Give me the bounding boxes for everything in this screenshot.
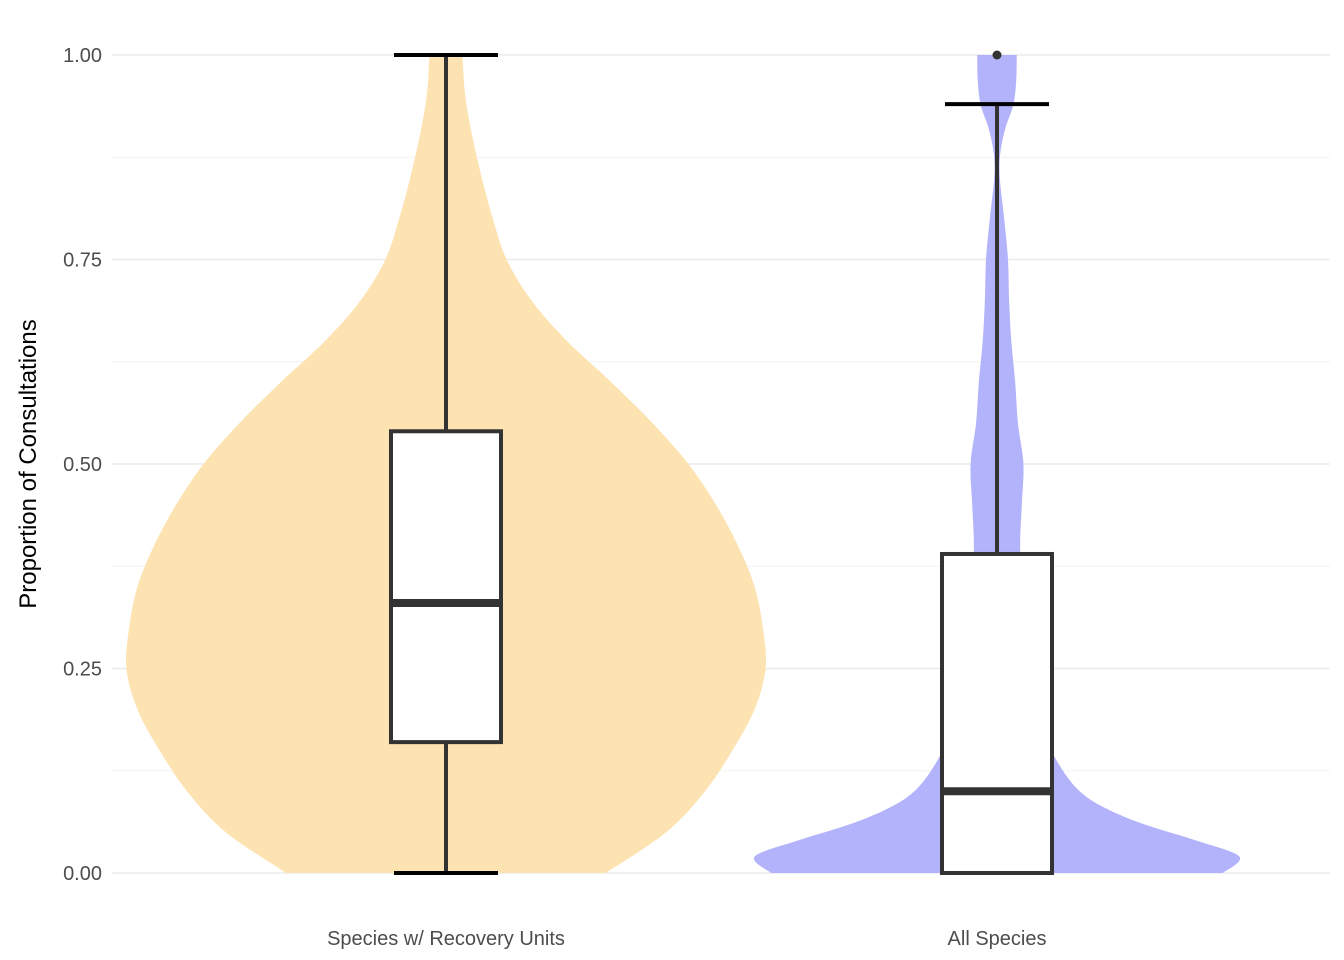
y-tick-label: 1.00 bbox=[63, 45, 102, 67]
outlier-point bbox=[992, 50, 1002, 60]
x-tick-label: Species w/ Recovery Units bbox=[327, 928, 565, 950]
y-tick-label: 0.75 bbox=[63, 250, 102, 272]
y-axis-title: Proportion of Consultations bbox=[15, 319, 42, 609]
x-tick-label: All Species bbox=[948, 928, 1047, 950]
box bbox=[940, 551, 1054, 875]
y-tick-label: 0.00 bbox=[63, 863, 102, 885]
boxplots bbox=[389, 50, 1054, 875]
x-axis: Species w/ Recovery Units All Species bbox=[327, 928, 1046, 950]
y-axis: 0.00 0.25 0.50 0.75 1.00 bbox=[63, 45, 102, 885]
y-tick-label: 0.25 bbox=[63, 659, 102, 681]
y-tick-label: 0.50 bbox=[63, 454, 102, 476]
box bbox=[389, 429, 503, 745]
